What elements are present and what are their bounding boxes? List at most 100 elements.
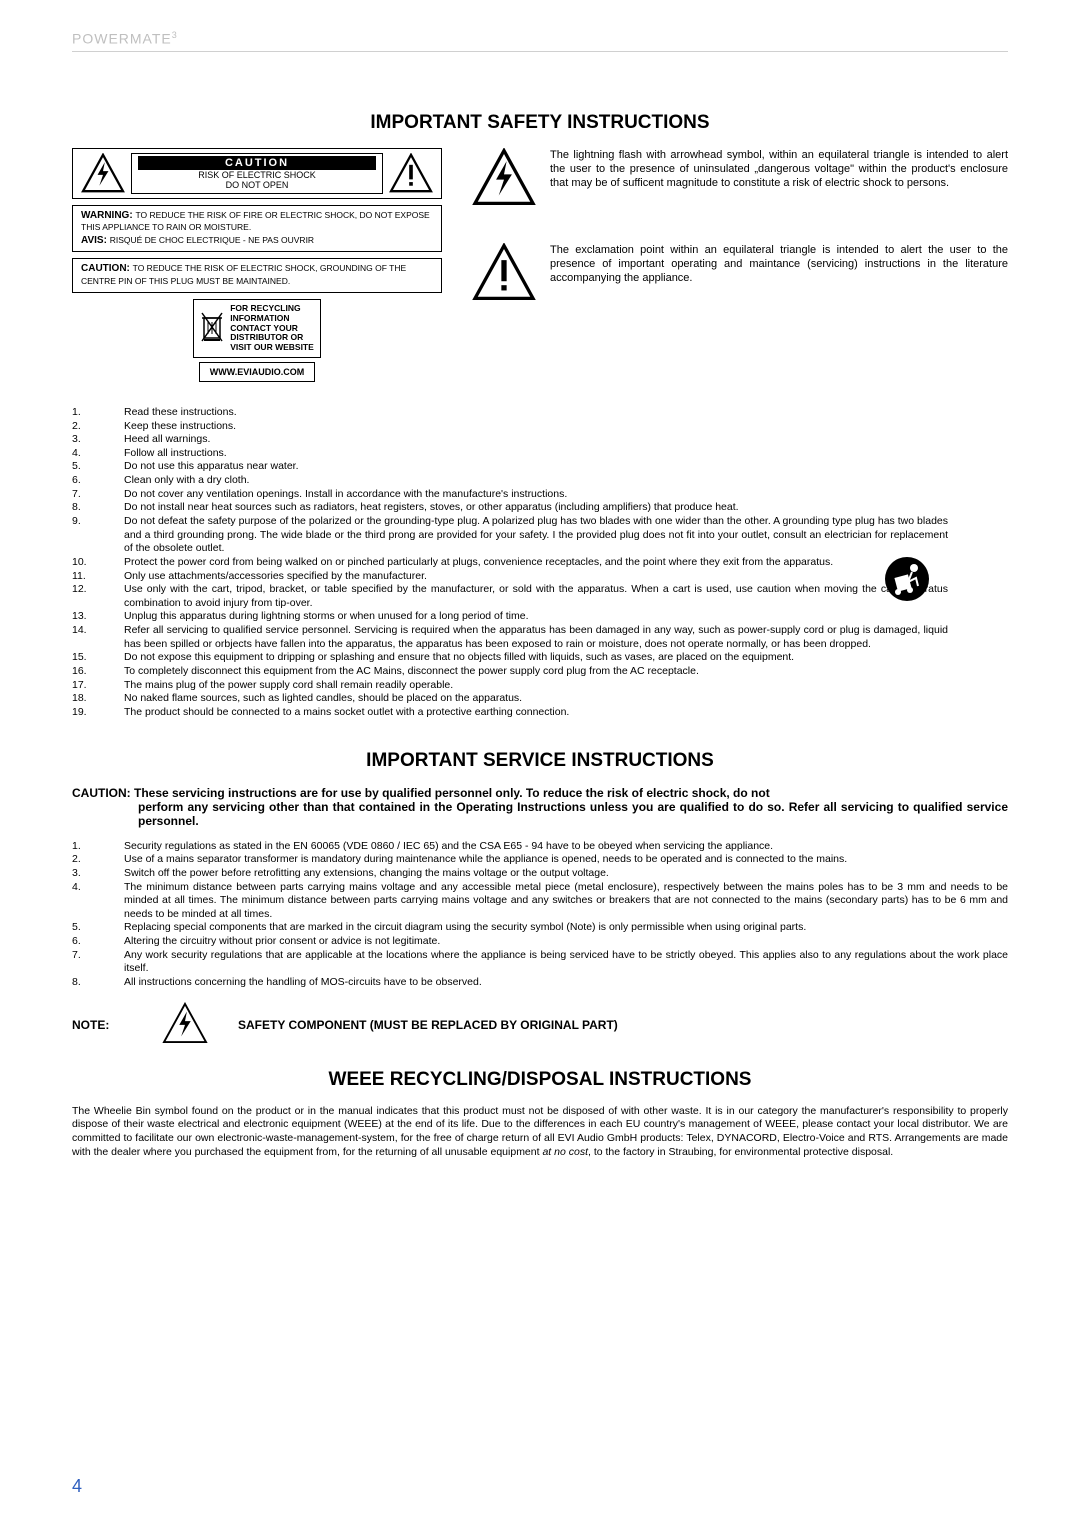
- list-item: 4.Follow all instructions.: [72, 447, 1008, 461]
- list-item: 11.Only use attachments/accessories spec…: [72, 570, 1008, 584]
- item-number: 4.: [72, 881, 124, 922]
- warning-box: WARNING: TO REDUCE THE RISK OF FIRE OR E…: [72, 205, 442, 253]
- item-text: Read these instructions.: [124, 406, 1008, 420]
- safety-left-panels: CAUTION RISK OF ELECTRIC SHOCK DO NOT OP…: [72, 148, 442, 382]
- weee-title: WEEE RECYCLING/DISPOSAL INSTRUCTIONS: [72, 1069, 1008, 1091]
- safety-instruction-list: 1.Read these instructions.2.Keep these i…: [72, 406, 1008, 720]
- list-item: 7.Any work security regulations that are…: [72, 949, 1008, 976]
- item-number: 1.: [72, 406, 124, 420]
- lightning-icon: [162, 1002, 208, 1049]
- item-number: 16.: [72, 665, 124, 679]
- item-number: 8.: [72, 976, 124, 990]
- item-text: Clean only with a dry cloth.: [124, 474, 1008, 488]
- brand-name: POWERMATE: [72, 31, 172, 47]
- list-item: 4.The minimum distance between parts car…: [72, 881, 1008, 922]
- item-number: 14.: [72, 624, 124, 651]
- avis-text: RISQUÉ DE CHOC ELECTRIQUE - NE PAS OUVRI…: [110, 235, 314, 245]
- list-item: 5.Do not use this apparatus near water.: [72, 460, 1008, 474]
- warning-label: WARNING:: [81, 210, 133, 221]
- recycle-text: FOR RECYCLING INFORMATION CONTACT YOUR D…: [230, 304, 314, 353]
- service-caution: CAUTION: These servicing instructions ar…: [72, 786, 1008, 834]
- item-number: 5.: [72, 460, 124, 474]
- item-text: No naked flame sources, such as lighted …: [124, 692, 1008, 706]
- list-item: 9.Do not defeat the safety purpose of th…: [72, 515, 1008, 556]
- list-item: 2.Keep these instructions.: [72, 420, 1008, 434]
- service-instruction-list: 1.Security regulations as stated in the …: [72, 840, 1008, 990]
- item-text: Do not defeat the safety purpose of the …: [124, 515, 1008, 556]
- exclamation-icon: [389, 153, 433, 193]
- item-text: Security regulations as stated in the EN…: [124, 840, 1008, 854]
- item-number: 7.: [72, 488, 124, 502]
- caution-center-box: CAUTION RISK OF ELECTRIC SHOCK DO NOT OP…: [131, 153, 383, 194]
- weee-body-post: , to the factory in Straubing, for envir…: [588, 1146, 893, 1158]
- website-box: WWW.EVIAUDIO.COM: [199, 362, 316, 382]
- warning-text: TO REDUCE THE RISK OF FIRE OR ELECTRIC S…: [81, 210, 430, 233]
- list-item: 3.Switch off the power before retrofitti…: [72, 867, 1008, 881]
- list-item: 1.Security regulations as stated in the …: [72, 840, 1008, 854]
- item-text: The product should be connected to a mai…: [124, 706, 1008, 720]
- exclam-desc: The exclamation point within an equilate…: [550, 243, 1008, 286]
- list-item: 14.Refer all servicing to qualified serv…: [72, 624, 1008, 651]
- item-text: Do not use this apparatus near water.: [124, 460, 1008, 474]
- safety-title: IMPORTANT SAFETY INSTRUCTIONS: [72, 112, 1008, 134]
- item-number: 15.: [72, 651, 124, 665]
- list-item: 15.Do not expose this equipment to dripp…: [72, 651, 1008, 665]
- item-text: Protect the power cord from being walked…: [124, 556, 1008, 570]
- page-number: 4: [72, 1476, 82, 1497]
- safety-top-grid: CAUTION RISK OF ELECTRIC SHOCK DO NOT OP…: [72, 148, 1008, 382]
- item-number: 8.: [72, 501, 124, 515]
- list-item: 19.The product should be connected to a …: [72, 706, 1008, 720]
- item-number: 11.: [72, 570, 124, 584]
- note-row: NOTE: SAFETY COMPONENT (MUST BE REPLACED…: [72, 1002, 1008, 1049]
- caution-bar: CAUTION: [138, 156, 376, 170]
- item-text: Do not expose this equipment to dripping…: [124, 651, 1008, 665]
- item-number: 2.: [72, 420, 124, 434]
- list-item: 6.Clean only with a dry cloth.: [72, 474, 1008, 488]
- list-item: 18.No naked flame sources, such as light…: [72, 692, 1008, 706]
- caution2-label: CAUTION:: [81, 263, 130, 274]
- list-item: 10.Protect the power cord from being wal…: [72, 556, 1008, 570]
- caution2-box: CAUTION: TO REDUCE THE RISK OF ELECTRIC …: [72, 258, 442, 293]
- item-text: Heed all warnings.: [124, 433, 1008, 447]
- item-number: 18.: [72, 692, 124, 706]
- item-text: Follow all instructions.: [124, 447, 1008, 461]
- item-number: 10.: [72, 556, 124, 570]
- item-number: 4.: [72, 447, 124, 461]
- item-text: Unplug this apparatus during lightning s…: [124, 610, 1008, 624]
- item-text: Do not install near heat sources such as…: [124, 501, 1008, 515]
- lightning-desc: The lightning flash with arrowhead symbo…: [550, 148, 1008, 191]
- avis-label: AVIS:: [81, 235, 107, 246]
- cart-tipover-icon: [884, 556, 930, 607]
- item-number: 6.: [72, 935, 124, 949]
- list-item: 17.The mains plug of the power supply co…: [72, 679, 1008, 693]
- item-text: Keep these instructions.: [124, 420, 1008, 434]
- item-number: 5.: [72, 921, 124, 935]
- item-number: 12.: [72, 583, 124, 610]
- item-number: 1.: [72, 840, 124, 854]
- weee-body-em: at no cost: [542, 1146, 588, 1158]
- list-item: 5.Replacing special components that are …: [72, 921, 1008, 935]
- item-number: 7.: [72, 949, 124, 976]
- lightning-icon: [472, 148, 536, 211]
- item-text: Refer all servicing to qualified service…: [124, 624, 1008, 651]
- item-text: Switch off the power before retrofitting…: [124, 867, 1008, 881]
- item-text: The mains plug of the power supply cord …: [124, 679, 1008, 693]
- list-item: 13.Unplug this apparatus during lightnin…: [72, 610, 1008, 624]
- item-number: 3.: [72, 433, 124, 447]
- item-text: Use only with the cart, tripod, bracket,…: [124, 583, 1008, 610]
- item-number: 3.: [72, 867, 124, 881]
- service-caution-lead: CAUTION: These servicing instructions ar…: [72, 786, 770, 800]
- safety-right-symbols: The lightning flash with arrowhead symbo…: [472, 148, 1008, 382]
- item-number: 17.: [72, 679, 124, 693]
- list-item: 3.Heed all warnings.: [72, 433, 1008, 447]
- wheelie-bin-icon: [200, 312, 224, 345]
- note-text: SAFETY COMPONENT (MUST BE REPLACED BY OR…: [238, 1018, 618, 1032]
- list-item: 6.Altering the circuitry without prior c…: [72, 935, 1008, 949]
- item-number: 2.: [72, 853, 124, 867]
- weee-body: The Wheelie Bin symbol found on the prod…: [72, 1105, 1008, 1160]
- service-caution-rest: perform any servicing other than that co…: [138, 800, 1008, 828]
- caution2-text: TO REDUCE THE RISK OF ELECTRIC SHOCK, GR…: [81, 263, 406, 286]
- item-number: 13.: [72, 610, 124, 624]
- list-item: 16.To completely disconnect this equipme…: [72, 665, 1008, 679]
- item-text: Altering the circuitry without prior con…: [124, 935, 1008, 949]
